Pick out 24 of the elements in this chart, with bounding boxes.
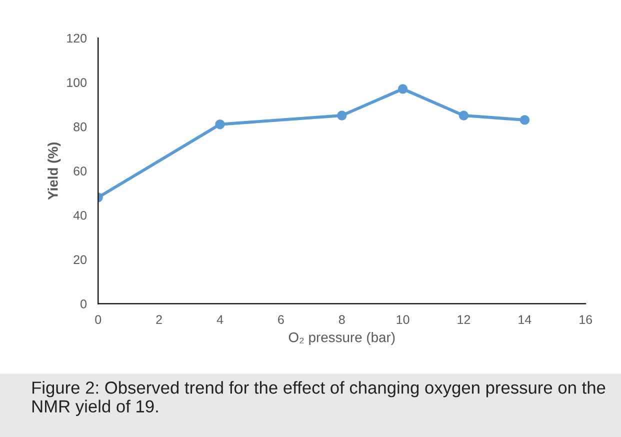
- y-tick-label: 60: [74, 166, 87, 176]
- y-axis-title: Yield (%): [48, 142, 61, 200]
- caption: Figure 2: Observed trend for the effect of changing oxygen pressure on the NMR yield of 19.: [32, 381, 606, 416]
- y-tick-label: 0: [80, 300, 87, 308]
- x-tick-label: 6: [278, 315, 284, 324]
- point: [458, 110, 469, 120]
- x-tick-label: 2: [156, 315, 162, 324]
- x-tick-label: 8: [338, 315, 345, 324]
- x-tick-label: 12: [458, 315, 470, 324]
- y-tick-label: 100: [67, 78, 87, 87]
- point: [520, 115, 530, 125]
- x-axis-title: O₂ pressure (bar): [288, 332, 395, 345]
- point: [398, 84, 408, 94]
- x-tick-label: 10: [396, 315, 410, 324]
- x-tick-label: 4: [216, 315, 224, 324]
- y-tick-label: 20: [74, 255, 87, 264]
- y-tick-label: 80: [74, 122, 87, 132]
- point: [337, 110, 347, 120]
- x-tick-label: 16: [580, 315, 592, 324]
- y-tick-label: 40: [73, 210, 87, 220]
- x-tick-label: 14: [518, 315, 532, 324]
- y-tick-label: 120: [67, 34, 87, 43]
- point: [215, 120, 225, 130]
- x-tick-label: 0: [95, 315, 102, 324]
